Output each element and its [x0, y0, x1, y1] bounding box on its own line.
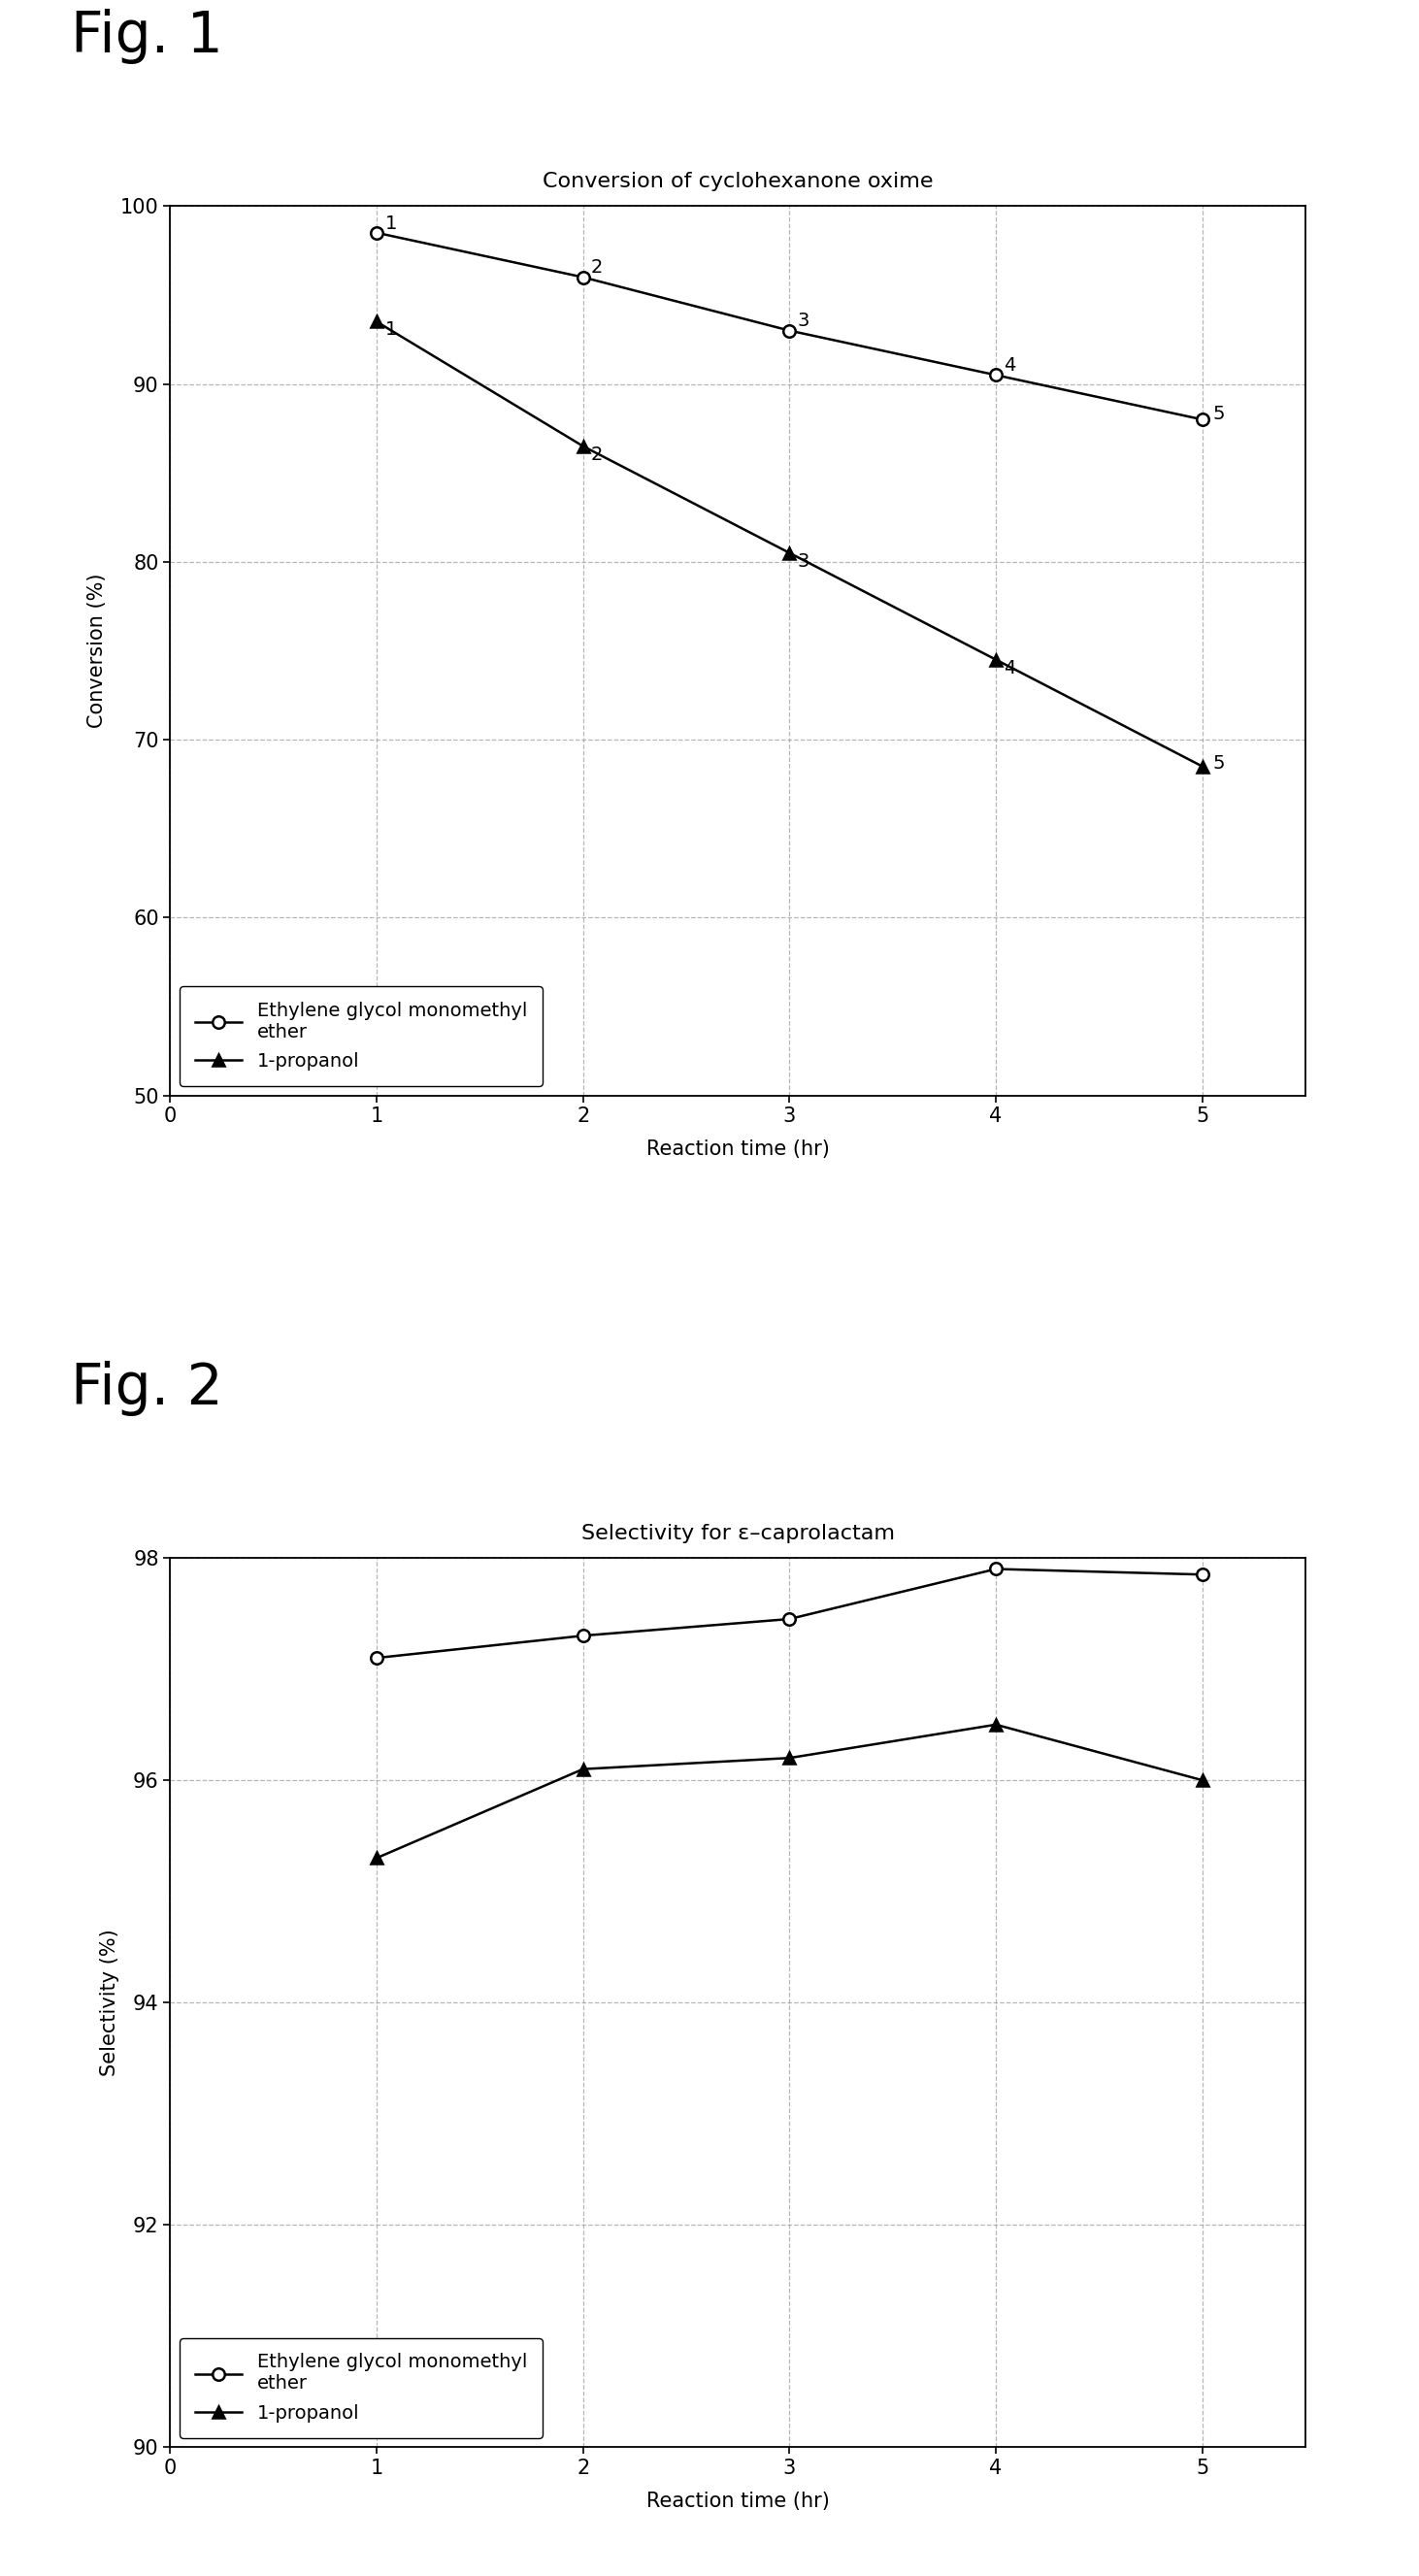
Legend: Ethylene glycol monomethyl
ether, 1-propanol: Ethylene glycol monomethyl ether, 1-prop… — [180, 2339, 542, 2437]
Ethylene glycol monomethyl
ether — [780, 1602, 797, 1633]
Line: Ethylene glycol monomethyl
ether: Ethylene glycol monomethyl ether — [370, 1564, 1209, 1664]
Text: Fig. 2: Fig. 2 — [71, 1360, 223, 1417]
1-propanol — [780, 538, 797, 569]
Text: 4: 4 — [1005, 355, 1016, 376]
Y-axis label: Selectivity (%): Selectivity (%) — [99, 1929, 119, 2076]
1-propanol — [368, 307, 385, 337]
1-propanol — [988, 644, 1005, 675]
Text: Fig. 1: Fig. 1 — [71, 10, 223, 64]
Ethylene glycol monomethyl
ether — [1193, 404, 1210, 435]
X-axis label: Reaction time (hr): Reaction time (hr) — [646, 2491, 830, 2512]
X-axis label: Reaction time (hr): Reaction time (hr) — [646, 1139, 830, 1159]
Text: 1: 1 — [385, 319, 397, 340]
Ethylene glycol monomethyl
ether — [1193, 1558, 1210, 1589]
Text: 3: 3 — [797, 551, 810, 569]
Ethylene glycol monomethyl
ether — [988, 361, 1005, 392]
Ethylene glycol monomethyl
ether — [575, 1620, 592, 1651]
Ethylene glycol monomethyl
ether — [575, 263, 592, 294]
Text: 4: 4 — [1005, 659, 1016, 677]
Line: 1-propanol: 1-propanol — [370, 1718, 1209, 1865]
Ethylene glycol monomethyl
ether — [368, 1643, 385, 1674]
1-propanol — [780, 1741, 797, 1772]
Title: Selectivity for ε–caprolactam: Selectivity for ε–caprolactam — [582, 1522, 894, 1543]
Title: Conversion of cyclohexanone oxime: Conversion of cyclohexanone oxime — [542, 173, 934, 191]
Line: 1-propanol: 1-propanol — [370, 317, 1209, 773]
Text: 3: 3 — [797, 312, 810, 330]
Ethylene glycol monomethyl
ether — [780, 314, 797, 345]
Text: 5: 5 — [1213, 404, 1225, 422]
1-propanol — [988, 1708, 1005, 1739]
Ethylene glycol monomethyl
ether — [368, 216, 385, 247]
1-propanol — [575, 430, 592, 461]
Text: 2: 2 — [592, 258, 603, 278]
Text: 5: 5 — [1213, 755, 1225, 773]
Y-axis label: Conversion (%): Conversion (%) — [88, 574, 106, 729]
Legend: Ethylene glycol monomethyl
ether, 1-propanol: Ethylene glycol monomethyl ether, 1-prop… — [180, 987, 542, 1087]
Ethylene glycol monomethyl
ether — [988, 1553, 1005, 1584]
1-propanol — [575, 1754, 592, 1785]
1-propanol — [368, 1842, 385, 1873]
1-propanol — [1193, 750, 1210, 781]
Text: 1: 1 — [385, 214, 397, 232]
1-propanol — [1193, 1765, 1210, 1795]
Text: 2: 2 — [592, 446, 603, 464]
Line: Ethylene glycol monomethyl
ether: Ethylene glycol monomethyl ether — [370, 227, 1209, 425]
